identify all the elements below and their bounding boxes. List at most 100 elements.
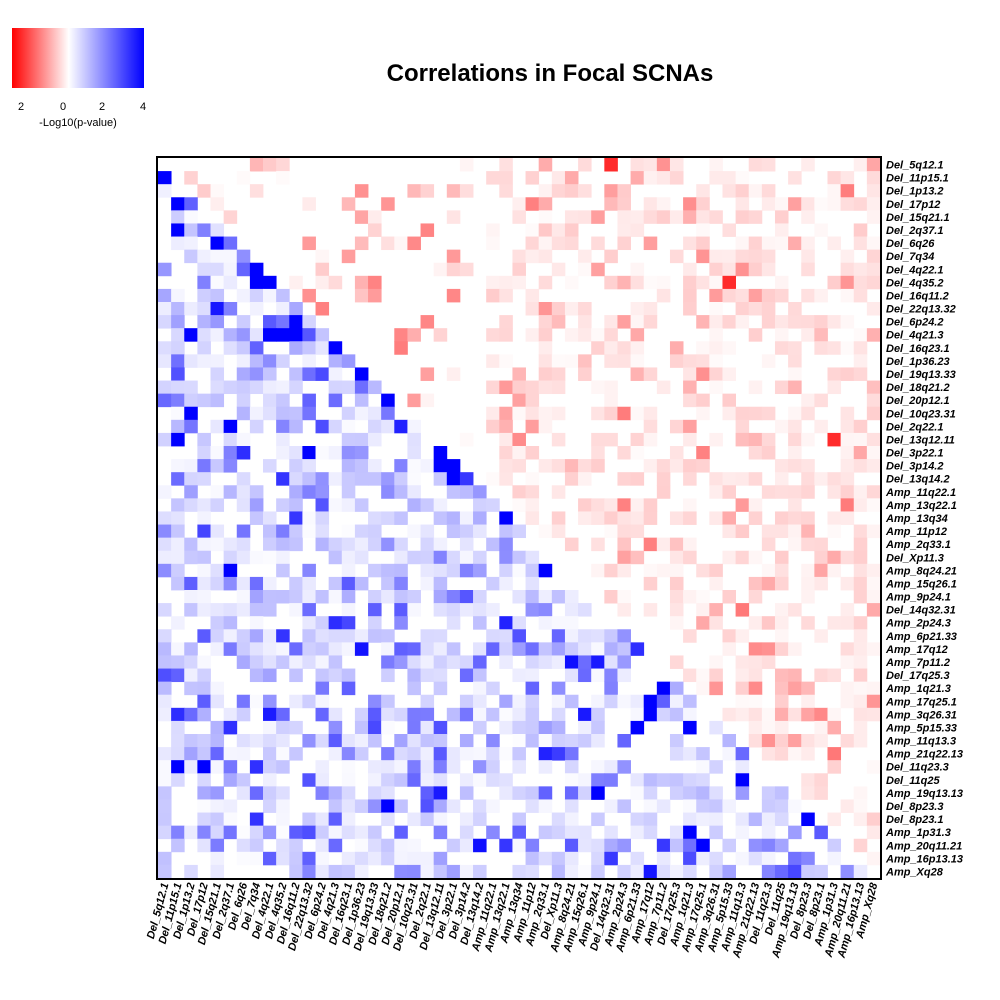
heatmap-cell [446, 563, 461, 578]
heatmap-cell [197, 393, 211, 408]
heatmap-cell [433, 537, 448, 552]
heatmap-cell [840, 406, 855, 421]
heatmap-cell [761, 197, 776, 211]
heatmap-cell [788, 380, 802, 395]
heatmap-cell [840, 419, 855, 434]
heatmap-cell [197, 498, 211, 512]
heatmap-cell [656, 838, 671, 853]
heatmap-cell [564, 812, 579, 827]
heatmap-cell [748, 210, 763, 224]
heatmap-cell [512, 590, 526, 604]
heatmap-cell [381, 773, 395, 787]
heatmap-cell [171, 616, 185, 630]
heatmap-cell [302, 825, 316, 840]
heatmap-cell [840, 341, 855, 355]
heatmap-cell [249, 825, 264, 840]
heatmap-cell [315, 681, 330, 696]
heatmap-cell [420, 864, 435, 879]
heatmap-cell [341, 864, 356, 879]
heatmap-cell [748, 472, 763, 486]
heatmap-cell [525, 603, 540, 617]
heatmap-cell [866, 681, 881, 696]
heatmap-cell [354, 838, 369, 853]
heatmap-cell [249, 511, 264, 525]
heatmap-cell [656, 472, 671, 486]
heatmap-cell [249, 367, 264, 381]
heatmap-cell [866, 275, 881, 290]
heatmap-cell [866, 184, 881, 198]
heatmap-cell [591, 459, 605, 473]
heatmap-cell [866, 812, 881, 827]
heatmap-cell [696, 249, 710, 264]
heatmap-cell [197, 747, 211, 761]
heatmap-cell [276, 498, 290, 512]
heatmap-cell [420, 786, 435, 800]
heatmap-cell [748, 694, 763, 709]
heatmap-cell [499, 694, 513, 709]
heatmap-cell [853, 694, 868, 709]
heatmap-cell [486, 773, 500, 787]
heatmap-cell [223, 249, 238, 264]
heatmap-cell [446, 472, 461, 486]
heatmap-cell [394, 576, 408, 591]
heatmap-cell [249, 851, 264, 866]
heatmap-cell [564, 799, 579, 813]
heatmap-cell [643, 367, 658, 381]
heatmap-cell [774, 315, 789, 329]
heatmap-cell [709, 864, 723, 879]
heatmap-cell [538, 760, 553, 774]
heatmap-cell [788, 446, 802, 460]
heatmap-cell [748, 511, 763, 525]
heatmap-cell [669, 537, 684, 552]
heatmap-cell [381, 799, 395, 813]
heatmap-cell [630, 367, 645, 381]
heatmap-cell [486, 799, 500, 813]
heatmap-cell [236, 432, 251, 447]
heatmap-cell [814, 419, 828, 434]
heatmap-cell [722, 223, 736, 237]
heatmap-cell [328, 472, 343, 486]
heatmap-cell [407, 642, 421, 656]
heatmap-cell [341, 616, 356, 630]
heatmap-cell [551, 851, 566, 866]
heatmap-cell [866, 328, 881, 342]
heatmap-cell [210, 747, 225, 761]
heatmap-cell [407, 668, 421, 683]
heatmap-cell [774, 236, 789, 251]
heatmap-cell [617, 498, 631, 512]
heatmap-cell [827, 524, 842, 539]
heatmap-cell [210, 302, 225, 316]
heatmap-cell [407, 419, 421, 434]
heatmap-cell [814, 393, 828, 408]
heatmap-cell [827, 760, 842, 774]
heatmap-cell [341, 642, 356, 656]
heatmap-cell [368, 851, 382, 866]
heatmap-cell [801, 288, 815, 303]
heatmap-cell [591, 511, 605, 525]
heatmap-cell [302, 472, 316, 486]
heatmap-cell [446, 707, 461, 722]
heatmap-cell [263, 694, 277, 709]
heatmap-cell [604, 668, 618, 683]
heatmap-cell [276, 446, 290, 460]
heatmap-cell [551, 734, 566, 748]
heatmap-cell [420, 498, 435, 512]
heatmap-cell [289, 380, 303, 395]
row-tick-label: Amp_1q21.3 [885, 683, 951, 695]
heatmap-cell [669, 603, 684, 617]
heatmap-cell [866, 158, 881, 172]
heatmap-cell [788, 432, 802, 447]
heatmap-cell [197, 524, 211, 539]
heatmap-cell [289, 275, 303, 290]
heatmap-cell [420, 747, 435, 761]
heatmap-cell [512, 262, 526, 277]
heatmap-cell [276, 734, 290, 748]
heatmap-cell [564, 171, 579, 185]
heatmap-cell [197, 799, 211, 813]
heatmap-cell [525, 249, 540, 264]
heatmap-cell [774, 472, 789, 486]
heatmap-cell [158, 432, 172, 447]
heatmap-cell [748, 380, 763, 395]
heatmap-cell [774, 275, 789, 290]
heatmap-cell [630, 786, 645, 800]
